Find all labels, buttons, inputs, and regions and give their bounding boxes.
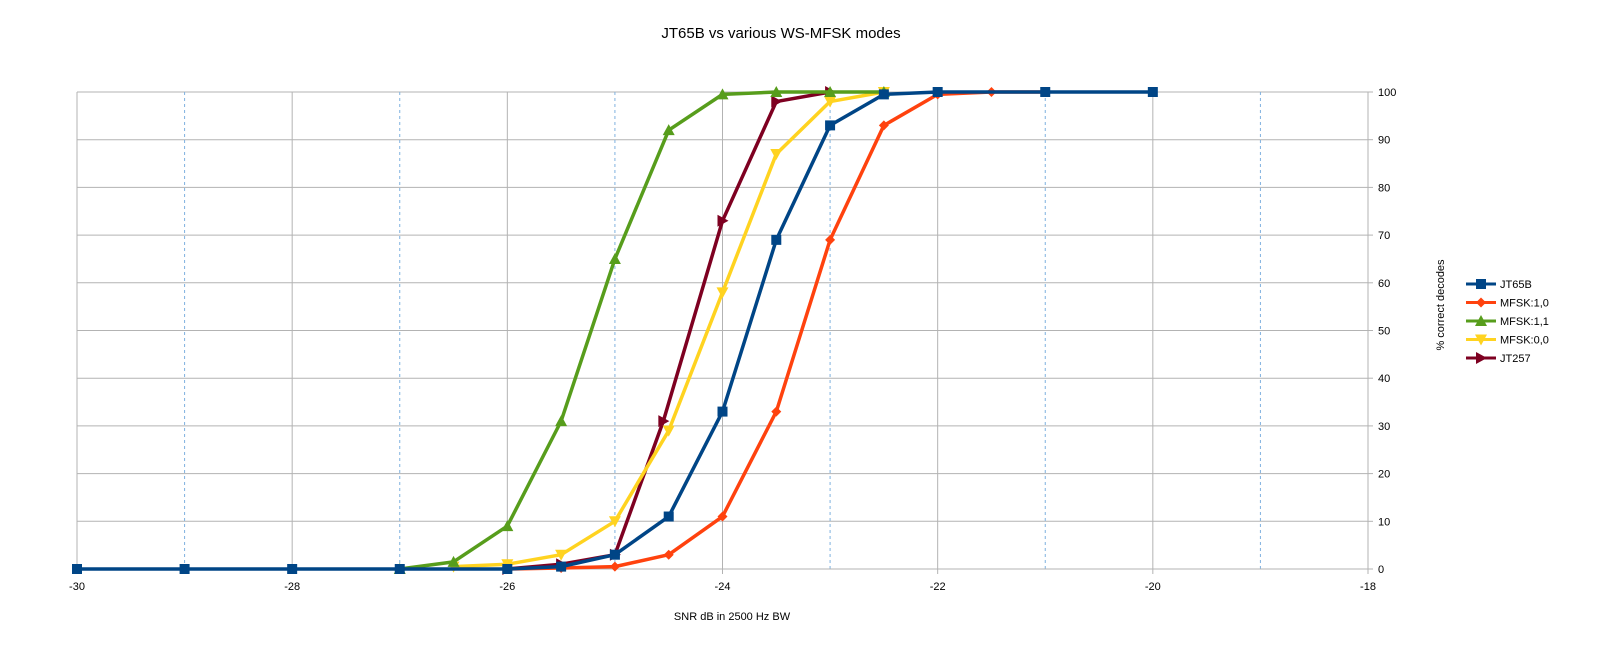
axes: -30 -28 -26 -24 -22 -20 -180 10 20 30 40 50 60 70 80 90… xyxy=(69,87,1396,593)
y-tick-label: 60 xyxy=(1378,278,1390,290)
x-tick-label: -26 xyxy=(499,581,515,593)
data-point xyxy=(287,564,298,574)
data-point xyxy=(663,511,674,522)
legend-entry: MFSK:0,0 xyxy=(1466,334,1549,347)
y-tick-label: 40 xyxy=(1378,373,1390,385)
data-point xyxy=(717,406,728,417)
data-point xyxy=(1147,87,1158,97)
data-point xyxy=(825,234,836,245)
data-point xyxy=(1040,87,1051,97)
y-tick-label: 30 xyxy=(1378,421,1390,433)
legend: JT65B MFSK:1,0 MFSK:1,1 MFSK:0,0 JT257 xyxy=(1466,279,1549,365)
x-tick-label: -18 xyxy=(1360,581,1376,593)
data-point xyxy=(662,124,675,136)
data-point xyxy=(662,425,675,437)
data-point xyxy=(824,86,837,97)
data-point xyxy=(555,415,568,427)
x-tick-label: -28 xyxy=(284,581,300,593)
series-layer xyxy=(72,86,1158,575)
legend-label: MFSK:0,0 xyxy=(1500,335,1549,347)
series-line xyxy=(453,90,885,569)
y-tick-label: 20 xyxy=(1378,469,1390,481)
data-point xyxy=(771,95,783,108)
data-point xyxy=(663,549,674,560)
legend-marker xyxy=(1475,334,1487,346)
y-tick-label: 50 xyxy=(1378,326,1390,338)
series-line xyxy=(399,90,884,571)
data-point xyxy=(608,252,621,264)
data-point xyxy=(555,549,568,561)
data-point xyxy=(770,86,783,97)
data-point xyxy=(825,120,836,131)
legend-entry: JT257 xyxy=(1466,352,1531,365)
series-jt65b xyxy=(72,87,1158,574)
y-axis-label: % correct decodes xyxy=(1435,259,1447,351)
legend-entry: MFSK:1,1 xyxy=(1466,315,1549,328)
data-point xyxy=(932,87,943,97)
data-point xyxy=(716,88,729,100)
chart-title: JT65B vs various WS-MFSK modes xyxy=(661,25,900,42)
data-point xyxy=(717,214,729,227)
legend-label: MFSK:1,0 xyxy=(1500,298,1549,310)
data-point xyxy=(556,561,567,572)
y-tick-label: 90 xyxy=(1378,135,1390,147)
series-mfsk-0-0 xyxy=(447,87,890,573)
data-point xyxy=(608,516,621,528)
data-point xyxy=(824,96,837,108)
data-point xyxy=(447,555,460,567)
data-point xyxy=(609,561,620,572)
y-tick-label: 100 xyxy=(1378,87,1396,99)
y-tick-label: 70 xyxy=(1378,230,1390,242)
x-tick-label: -22 xyxy=(930,581,946,593)
data-point xyxy=(609,549,620,560)
data-point xyxy=(878,120,889,131)
y-tick-label: 10 xyxy=(1378,516,1390,528)
grid xyxy=(76,91,1369,570)
y-tick-label: 80 xyxy=(1378,182,1390,194)
data-point xyxy=(716,287,729,299)
x-axis-label: SNR dB in 2500 Hz BW xyxy=(674,611,791,623)
x-tick-label: -24 xyxy=(715,581,731,593)
legend-label: MFSK:1,1 xyxy=(1500,316,1549,328)
data-point xyxy=(72,564,82,574)
data-point xyxy=(394,564,405,574)
legend-marker xyxy=(1475,315,1487,326)
x-tick-label: -20 xyxy=(1145,581,1161,593)
x-tick-label: -30 xyxy=(69,581,85,593)
data-point xyxy=(658,415,670,428)
legend-marker xyxy=(1476,279,1486,289)
data-point xyxy=(771,234,782,245)
data-point xyxy=(770,149,783,161)
legend-label: JT257 xyxy=(1500,353,1531,365)
data-point xyxy=(878,89,889,100)
legend-label: JT65B xyxy=(1500,279,1532,291)
data-point xyxy=(502,564,513,574)
data-point xyxy=(717,511,728,522)
legend-marker xyxy=(1476,352,1487,364)
legend-marker xyxy=(1476,297,1486,308)
legend-entry: MFSK:1,0 xyxy=(1466,297,1549,310)
data-point xyxy=(501,520,514,532)
data-point xyxy=(771,406,782,417)
y-tick-label: 0 xyxy=(1378,564,1384,576)
data-point xyxy=(179,564,190,574)
legend-entry: JT65B xyxy=(1466,279,1532,291)
